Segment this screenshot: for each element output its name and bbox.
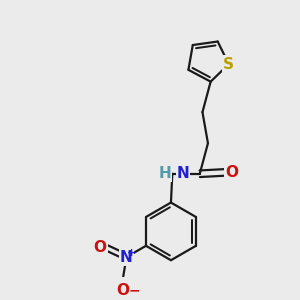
Text: H: H bbox=[158, 166, 171, 181]
Text: N: N bbox=[120, 250, 133, 265]
Text: O: O bbox=[116, 283, 129, 298]
Text: O: O bbox=[93, 240, 106, 255]
Text: O: O bbox=[225, 165, 239, 180]
Text: N: N bbox=[176, 166, 189, 181]
Text: +: + bbox=[127, 248, 136, 258]
Text: −: − bbox=[128, 283, 140, 297]
Text: S: S bbox=[223, 57, 234, 72]
